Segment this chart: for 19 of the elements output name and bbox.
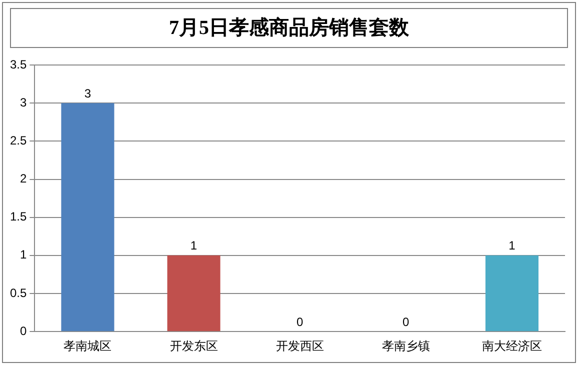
x-tick-label: 孝南乡镇 (382, 338, 430, 353)
data-label: 1 (508, 238, 516, 253)
chart-title: 7月5日孝感商品房销售套数 (10, 8, 568, 48)
x-tick-label: 开发东区 (170, 338, 218, 353)
data-label: 1 (190, 238, 198, 253)
x-tick-label: 开发西区 (276, 338, 324, 353)
x-tick-label: 孝南城区 (64, 338, 112, 353)
y-tick-label: 1.5 (10, 210, 27, 224)
y-tick-label: 3 (20, 95, 27, 110)
y-tick-label: 2.5 (10, 133, 27, 148)
data-label: 3 (84, 86, 92, 100)
y-tick-label: 3.5 (10, 57, 27, 72)
data-label: 0 (296, 314, 304, 329)
y-tick-label: 1 (20, 248, 27, 262)
x-tick-label: 南大经济区 (482, 338, 542, 353)
y-tick-label: 0 (20, 324, 27, 338)
y-tick-label: 2 (20, 172, 27, 186)
y-tick-label: 0.5 (10, 286, 27, 300)
data-label: 0 (402, 314, 410, 329)
